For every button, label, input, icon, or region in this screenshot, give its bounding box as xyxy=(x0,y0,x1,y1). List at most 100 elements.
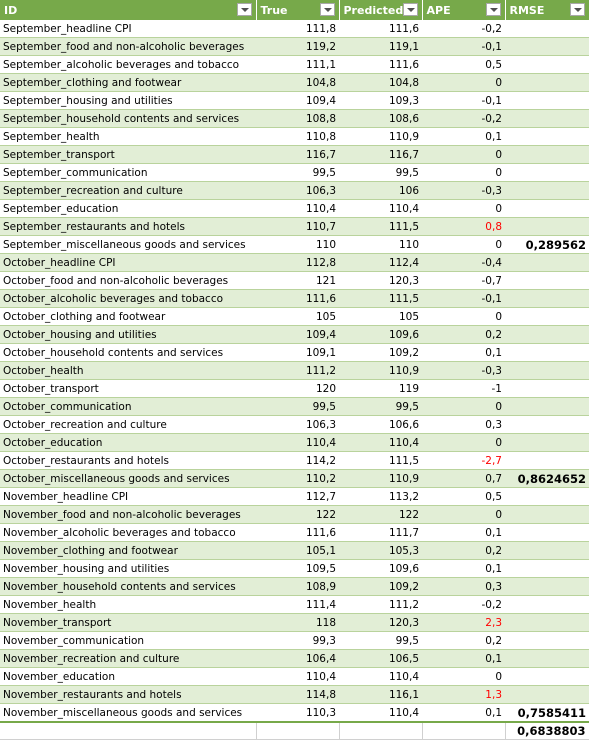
cell-id[interactable]: November_household contents and services xyxy=(0,577,256,596)
cell-rmse[interactable] xyxy=(505,109,589,128)
cell-rmse[interactable] xyxy=(505,595,589,614)
cell-ape[interactable]: -2,7 xyxy=(422,451,505,470)
cell-id[interactable]: November_health xyxy=(0,595,256,614)
cell-id[interactable]: September_headline CPI xyxy=(0,20,256,38)
filter-dropdown-icon[interactable] xyxy=(319,3,335,16)
total-rmse-cell[interactable]: 0,6838803 xyxy=(505,721,589,740)
cell-ape[interactable]: 0 xyxy=(422,433,505,452)
cell-rmse[interactable] xyxy=(505,271,589,290)
cell-id[interactable]: September_health xyxy=(0,127,256,146)
cell-rmse[interactable] xyxy=(505,325,589,344)
cell-true[interactable]: 105,1 xyxy=(256,541,339,560)
cell-ape[interactable]: 0,1 xyxy=(422,523,505,542)
cell-ape[interactable]: 0 xyxy=(422,235,505,254)
cell-true[interactable]: 110,7 xyxy=(256,217,339,236)
cell-true[interactable]: 110 xyxy=(256,235,339,254)
cell-true[interactable]: 111,6 xyxy=(256,289,339,308)
cell-ape[interactable]: -0,3 xyxy=(422,181,505,200)
cell-id[interactable]: October_restaurants and hotels xyxy=(0,451,256,470)
cell-id[interactable]: November_recreation and culture xyxy=(0,649,256,668)
cell-rmse[interactable] xyxy=(505,343,589,362)
cell-rmse[interactable] xyxy=(505,37,589,56)
cell-rmse[interactable] xyxy=(505,73,589,92)
cell-ape[interactable]: 0 xyxy=(422,73,505,92)
cell-id[interactable]: November_alcoholic beverages and tobacco xyxy=(0,523,256,542)
total-cell-empty[interactable] xyxy=(256,721,340,740)
cell-ape[interactable]: 0 xyxy=(422,307,505,326)
cell-ape[interactable]: 0,3 xyxy=(422,415,505,434)
cell-predicted[interactable]: 111,5 xyxy=(339,451,422,470)
cell-ape[interactable]: 0,1 xyxy=(422,703,505,723)
cell-id[interactable]: September_communication xyxy=(0,163,256,182)
cell-ape[interactable]: 0,2 xyxy=(422,541,505,560)
cell-id[interactable]: October_communication xyxy=(0,397,256,416)
cell-predicted[interactable]: 110,9 xyxy=(339,361,422,380)
cell-rmse[interactable]: 0,8624652 xyxy=(505,469,589,488)
cell-rmse[interactable] xyxy=(505,145,589,164)
cell-ape[interactable]: -0,2 xyxy=(422,109,505,128)
cell-predicted[interactable]: 104,8 xyxy=(339,73,422,92)
cell-true[interactable]: 110,4 xyxy=(256,199,339,218)
cell-id[interactable]: October_alcoholic beverages and tobacco xyxy=(0,289,256,308)
cell-rmse[interactable] xyxy=(505,541,589,560)
cell-rmse[interactable] xyxy=(505,361,589,380)
cell-id[interactable]: September_food and non-alcoholic beverag… xyxy=(0,37,256,56)
cell-id[interactable]: September_restaurants and hotels xyxy=(0,217,256,236)
cell-true[interactable]: 119,2 xyxy=(256,37,339,56)
cell-predicted[interactable]: 110,4 xyxy=(339,433,422,452)
cell-predicted[interactable]: 109,6 xyxy=(339,325,422,344)
cell-predicted[interactable]: 110,9 xyxy=(339,469,422,488)
cell-id[interactable]: September_clothing and footwear xyxy=(0,73,256,92)
cell-ape[interactable]: 0 xyxy=(422,199,505,218)
cell-ape[interactable]: -0,7 xyxy=(422,271,505,290)
cell-predicted[interactable]: 109,2 xyxy=(339,343,422,362)
cell-true[interactable]: 118 xyxy=(256,613,339,632)
cell-predicted[interactable]: 111,5 xyxy=(339,289,422,308)
cell-id[interactable]: November_headline CPI xyxy=(0,487,256,506)
filter-dropdown-icon[interactable] xyxy=(485,3,501,16)
cell-rmse[interactable] xyxy=(505,613,589,632)
cell-predicted[interactable]: 120,3 xyxy=(339,271,422,290)
cell-id[interactable]: September_housing and utilities xyxy=(0,91,256,110)
filter-dropdown-icon[interactable] xyxy=(569,3,585,16)
cell-id[interactable]: November_food and non-alcoholic beverage… xyxy=(0,505,256,524)
cell-rmse[interactable] xyxy=(505,379,589,398)
cell-predicted[interactable]: 112,4 xyxy=(339,253,422,272)
cell-ape[interactable]: -0,2 xyxy=(422,20,505,38)
cell-rmse[interactable] xyxy=(505,523,589,542)
cell-id[interactable]: October_household contents and services xyxy=(0,343,256,362)
cell-rmse[interactable] xyxy=(505,199,589,218)
cell-predicted[interactable]: 111,2 xyxy=(339,595,422,614)
cell-true[interactable]: 106,3 xyxy=(256,181,339,200)
cell-true[interactable]: 111,6 xyxy=(256,523,339,542)
cell-id[interactable]: November_housing and utilities xyxy=(0,559,256,578)
cell-true[interactable]: 108,9 xyxy=(256,577,339,596)
cell-true[interactable]: 111,2 xyxy=(256,361,339,380)
cell-rmse[interactable] xyxy=(505,451,589,470)
cell-predicted[interactable]: 106 xyxy=(339,181,422,200)
cell-predicted[interactable]: 111,6 xyxy=(339,20,422,38)
cell-predicted[interactable]: 110,4 xyxy=(339,667,422,686)
cell-id[interactable]: November_miscellaneous goods and service… xyxy=(0,703,256,723)
cell-rmse[interactable] xyxy=(505,505,589,524)
cell-predicted[interactable]: 113,2 xyxy=(339,487,422,506)
cell-true[interactable]: 109,1 xyxy=(256,343,339,362)
cell-predicted[interactable]: 109,6 xyxy=(339,559,422,578)
cell-ape[interactable]: -0,1 xyxy=(422,37,505,56)
cell-id[interactable]: October_health xyxy=(0,361,256,380)
cell-ape[interactable]: 0,5 xyxy=(422,487,505,506)
cell-predicted[interactable]: 116,7 xyxy=(339,145,422,164)
cell-predicted[interactable]: 99,5 xyxy=(339,397,422,416)
cell-predicted[interactable]: 109,3 xyxy=(339,91,422,110)
cell-id[interactable]: October_education xyxy=(0,433,256,452)
cell-predicted[interactable]: 110 xyxy=(339,235,422,254)
cell-rmse[interactable] xyxy=(505,631,589,650)
cell-rmse[interactable] xyxy=(505,307,589,326)
cell-true[interactable]: 105 xyxy=(256,307,339,326)
cell-true[interactable]: 111,4 xyxy=(256,595,339,614)
cell-predicted[interactable]: 110,9 xyxy=(339,127,422,146)
cell-ape[interactable]: 1,3 xyxy=(422,685,505,704)
cell-ape[interactable]: 0,2 xyxy=(422,325,505,344)
cell-predicted[interactable]: 120,3 xyxy=(339,613,422,632)
cell-ape[interactable]: 0,8 xyxy=(422,217,505,236)
